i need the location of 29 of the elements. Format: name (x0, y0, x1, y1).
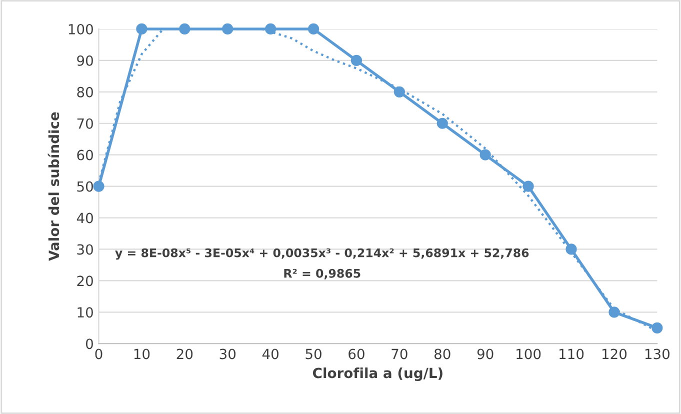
x-tick-label: 30 (220, 348, 236, 360)
y-tick-label: 20 (77, 276, 93, 286)
y-tick-label: 100 (68, 24, 93, 34)
y-tick-label: 80 (77, 86, 93, 98)
x-axis-title: Clorofila a (ug/L) (312, 367, 442, 382)
x-tick-label: 90 (477, 348, 494, 360)
y-tick-label: 0 (86, 338, 93, 350)
y-tick-label: 90 (77, 55, 93, 66)
y-tick-label: 60 (77, 150, 93, 160)
x-tick-label: 50 (306, 348, 322, 360)
x-tick-label: 70 (392, 348, 408, 360)
x-tick-label: 60 (348, 348, 364, 360)
y-tick-label: 50 (77, 181, 93, 192)
y-tick-label: 10 (78, 307, 93, 318)
x-tick-label: 20 (176, 348, 193, 360)
x-tick-label: 120 (602, 348, 627, 360)
x-tick-label: 100 (516, 348, 541, 360)
x-tick-label: 0 (95, 348, 102, 360)
x-tick-label: 130 (645, 348, 670, 360)
x-tick-label: 10 (134, 348, 150, 360)
annotation: R² = 0,9865 (284, 268, 360, 280)
y-tick-label: 70 (77, 118, 93, 129)
x-tick-label: 110 (560, 348, 584, 360)
x-tick-label: 80 (434, 348, 450, 360)
annotation: y = 8E-08x⁵ - 3E-05x⁴ + 0,0035x³ - 0,214x² + 5,6891x + 52,786 (115, 248, 529, 260)
y-tick-label: 30 (77, 244, 93, 255)
x-tick-label: 40 (262, 348, 278, 360)
y-axis-title: Valor del subíndice (48, 112, 60, 261)
y-tick-label: 40 (76, 212, 93, 224)
